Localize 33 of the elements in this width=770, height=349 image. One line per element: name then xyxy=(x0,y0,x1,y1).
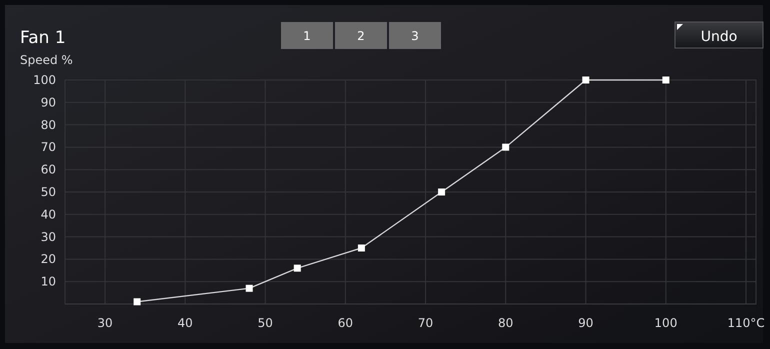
x-tick-label: 50 xyxy=(258,316,273,330)
text: 3 xyxy=(411,29,419,43)
text: 1 xyxy=(303,29,311,43)
x-tick-label: 100 xyxy=(654,316,678,330)
point xyxy=(358,244,365,252)
text: 2 xyxy=(357,29,365,43)
x-tick-label: 110°C xyxy=(727,316,765,330)
y-tick-label: 50 xyxy=(40,185,56,199)
y-tick-label: 30 xyxy=(40,230,56,244)
point xyxy=(502,144,510,151)
x-tick-label: 70 xyxy=(418,316,434,330)
x-tick-label: 80 xyxy=(498,316,514,330)
chart-title: Fan 1 xyxy=(20,28,66,48)
y-axis-title: Speed % xyxy=(20,53,73,67)
point xyxy=(662,76,670,84)
x-tick-label: 90 xyxy=(578,316,594,330)
y-tick-label: 90 xyxy=(40,95,56,110)
point xyxy=(582,76,590,84)
text: Undo xyxy=(700,29,738,45)
x-tick-label: 40 xyxy=(178,316,193,330)
x-tick-label: 30 xyxy=(97,316,113,330)
point xyxy=(438,188,446,196)
y-tick-label: 60 xyxy=(40,162,56,177)
y-tick-label: 40 xyxy=(40,207,56,222)
y-tick-label: 100 xyxy=(33,73,56,87)
y-tick-label: 20 xyxy=(40,252,56,266)
point xyxy=(294,264,301,272)
y-tick-label: 80 xyxy=(40,118,56,132)
point xyxy=(246,284,253,292)
y-tick-label: 10 xyxy=(40,274,56,289)
y-tick-label: 70 xyxy=(40,140,56,154)
point xyxy=(134,298,141,306)
x-tick-label: 60 xyxy=(338,316,354,330)
